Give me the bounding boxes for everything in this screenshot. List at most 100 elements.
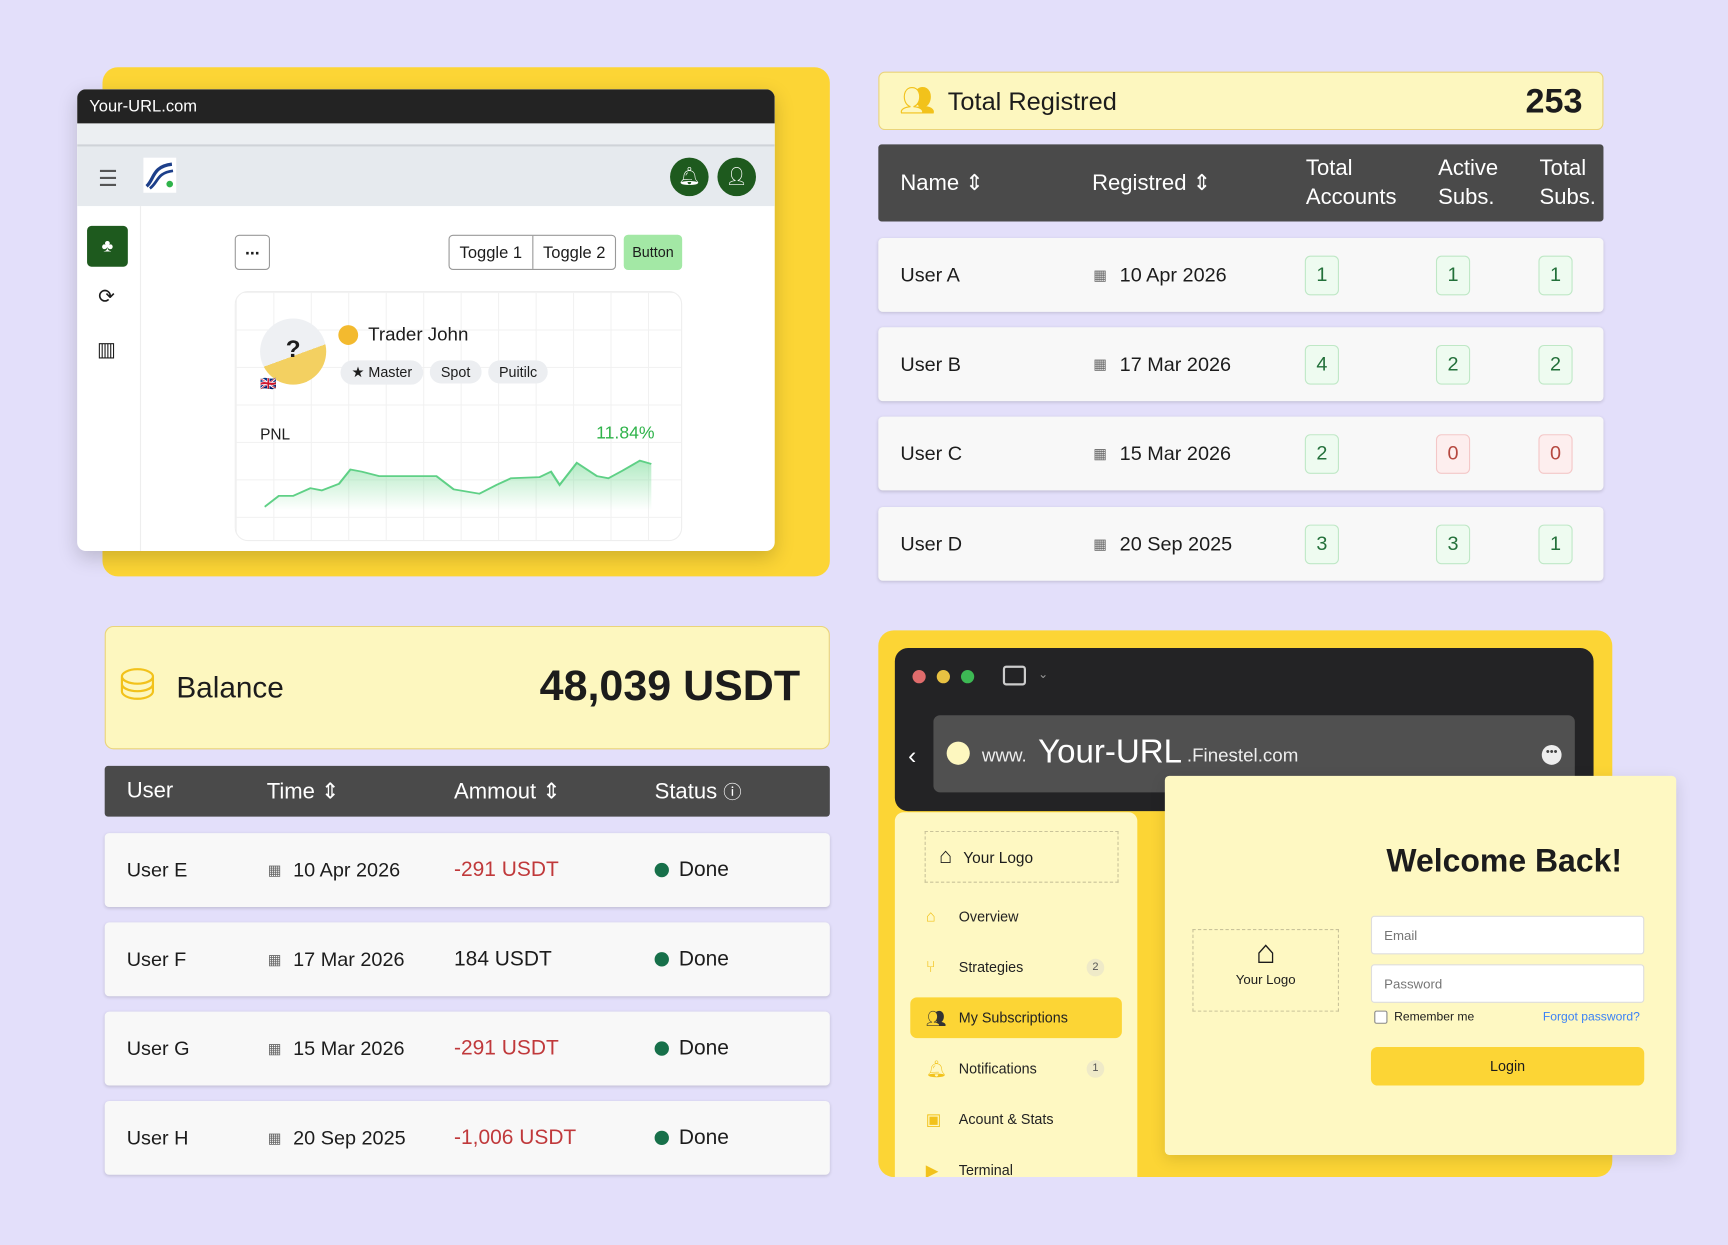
status: Done — [654, 947, 729, 971]
balance-table: User Time ⇕ Ammout ⇕ Status ⓘ User E ▦ 1… — [104, 765, 830, 1176]
sidebar-item-overview[interactable]: ⌂ Overview — [925, 906, 1019, 926]
side-nav: ♣ ⟳ ▥ — [77, 206, 142, 552]
balance-amount: 48,039 USDT — [539, 662, 801, 710]
logo-icon — [143, 157, 177, 193]
tag-spot: Spot — [429, 360, 482, 384]
chevron-down-icon[interactable]: ⌄ — [1038, 667, 1049, 682]
toggle-1[interactable]: Toggle 1 — [450, 235, 534, 269]
pnl-value: 11.84% — [596, 424, 655, 444]
avatar: ? — [260, 318, 327, 385]
more-icon[interactable]: ••• — [1541, 744, 1562, 765]
sidebar-item-terminal[interactable]: ▶ Terminal — [895, 1149, 1137, 1177]
user-name: User E — [126, 858, 188, 881]
total-subs-badge: 1 — [1538, 255, 1573, 295]
minimize-dot[interactable] — [936, 670, 950, 684]
total-accounts-badge: 4 — [1304, 344, 1339, 385]
users-icon: 👥︎ — [925, 1008, 947, 1028]
url-prefix: www. — [981, 744, 1027, 766]
total-subs-badge: 2 — [1538, 344, 1573, 385]
user-name: User F — [126, 947, 187, 970]
nav-chart-icon[interactable]: ▥ — [96, 338, 116, 361]
status-dot-icon — [654, 951, 669, 966]
col-time[interactable]: Time ⇕ — [266, 779, 340, 804]
balance-card: ⛁ Balance 48,039 USDT — [104, 625, 830, 750]
registered-title: Total Registred — [947, 87, 1117, 116]
app-sidebar: ⌂ Your Logo ⌂ Overview ⑂ Strategies 2 👥︎ … — [894, 812, 1138, 1177]
forgot-password-link[interactable]: Forgot password? — [1542, 1010, 1640, 1024]
balance-row: User G ▦ 15 Mar 2026 -291 USDT Done — [104, 1011, 830, 1086]
sidebar-toggle-icon[interactable] — [1002, 665, 1026, 686]
active-subs-badge: 2 — [1435, 344, 1471, 385]
password-input[interactable] — [1370, 964, 1645, 1003]
transaction-date: 20 Sep 2025 — [293, 1126, 406, 1149]
toggle-group: Toggle 1 Toggle 2 — [448, 234, 617, 270]
branch-icon: ⑂ — [925, 957, 936, 977]
remember-checkbox[interactable] — [1374, 1010, 1388, 1024]
status-dot-icon — [654, 1040, 669, 1056]
total-subs-badge: 1 — [1538, 524, 1573, 564]
registered-row: User A ▦ 10 Apr 2026 1 1 1 — [878, 238, 1604, 312]
registered-date: 15 Mar 2026 — [1119, 441, 1232, 464]
registered-row: User B ▦ 17 Mar 2026 4 2 2 — [878, 327, 1604, 402]
sidebar-item-acount-stats[interactable]: ▣ Acount & Stats — [925, 1110, 1054, 1130]
pnl-sparkline — [264, 459, 652, 511]
nav-sync-icon[interactable]: ⟳ — [98, 285, 115, 308]
uk-flag-icon: 🇬🇧 — [260, 375, 277, 392]
col-amount[interactable]: Ammout ⇕ — [454, 779, 561, 804]
calendar-icon: ▦ — [1093, 444, 1107, 462]
registered-date: 10 Apr 2026 — [1119, 263, 1227, 286]
calendar-icon: ▦ — [267, 861, 282, 878]
maximize-dot[interactable] — [960, 670, 975, 684]
transaction-amount: -1,006 USDT — [454, 1125, 577, 1149]
binance-icon — [338, 325, 359, 345]
terminal-icon: ▶ — [925, 1160, 939, 1177]
trader-window: Your-URL.com ☰ 🔔︎ 👤︎ ♣ ⟳ ▥ ... Toggle 1 … — [77, 89, 775, 552]
trader-name: Trader John — [368, 323, 469, 345]
total-accounts-badge: 1 — [1304, 255, 1339, 295]
transaction-date: 17 Mar 2026 — [293, 947, 405, 970]
more-button[interactable]: ... — [234, 234, 270, 270]
registered-row: User C ▦ 15 Mar 2026 2 0 0 — [878, 416, 1604, 491]
email-input[interactable] — [1370, 915, 1645, 955]
sidebar-item-my-subscriptions[interactable]: 👥︎ My Subscriptions — [910, 997, 1122, 1039]
tag-public: Puitilc — [487, 360, 549, 384]
back-icon[interactable]: ‹ — [908, 741, 917, 770]
active-subs-badge: 3 — [1435, 524, 1471, 564]
bell-button[interactable]: 🔔︎ — [670, 157, 709, 197]
calendar-icon: ▦ — [267, 1039, 282, 1057]
status-dot-icon — [654, 1130, 669, 1145]
close-dot[interactable] — [912, 670, 926, 684]
sidebar-item-notifications[interactable]: 🔔︎ Notifications 1 — [895, 1048, 1137, 1089]
menu-icon[interactable]: ☰ — [98, 167, 118, 192]
login-logo: ⌂ Your Logo — [1192, 929, 1339, 1012]
item-count: 2 — [1086, 958, 1105, 976]
item-count: 1 — [1086, 1059, 1105, 1078]
registered-total: 253 — [1525, 81, 1583, 121]
registered-table: Name ⇕ Registred ⇕ Total Accounts Active… — [878, 144, 1604, 581]
action-button[interactable]: Button — [623, 234, 683, 270]
calendar-icon: ▦ — [1093, 355, 1107, 372]
home-icon: ⌂ — [925, 906, 936, 926]
balance-row: User F ▦ 17 Mar 2026 184 USDT Done — [104, 922, 830, 997]
toggle-2[interactable]: Toggle 2 — [542, 243, 606, 263]
active-subs-badge: 0 — [1435, 433, 1471, 474]
user-name: User A — [900, 263, 960, 286]
calendar-icon: ▦ — [1093, 535, 1107, 552]
user-button[interactable]: 👤︎ — [717, 157, 756, 197]
login-button[interactable]: Login — [1370, 1046, 1645, 1086]
presentation-icon: ▣ — [925, 1110, 942, 1130]
user-name: User H — [126, 1126, 189, 1149]
transaction-date: 15 Mar 2026 — [293, 1037, 405, 1060]
col-registered[interactable]: Registred ⇕ — [1092, 171, 1212, 196]
col-name[interactable]: Name ⇕ — [900, 171, 984, 196]
url-suffix: .Finestel.com — [1186, 744, 1299, 766]
calendar-icon: ▦ — [267, 1129, 282, 1146]
app-header: ☰ 🔔︎ 👤︎ — [77, 146, 775, 207]
sidebar-item-strategies[interactable]: ⑂ Strategies 2 — [895, 947, 1137, 988]
balance-row: User E ▦ 10 Apr 2026 -291 USDT Done — [104, 833, 830, 907]
pnl-label: PNL — [260, 425, 291, 444]
tag-master: ★ Master — [340, 360, 424, 385]
logo-shape-icon: ⌂ — [938, 844, 953, 869]
nav-groups-icon[interactable]: ♣ — [87, 225, 128, 267]
url-main: Your-URL — [1038, 733, 1183, 771]
